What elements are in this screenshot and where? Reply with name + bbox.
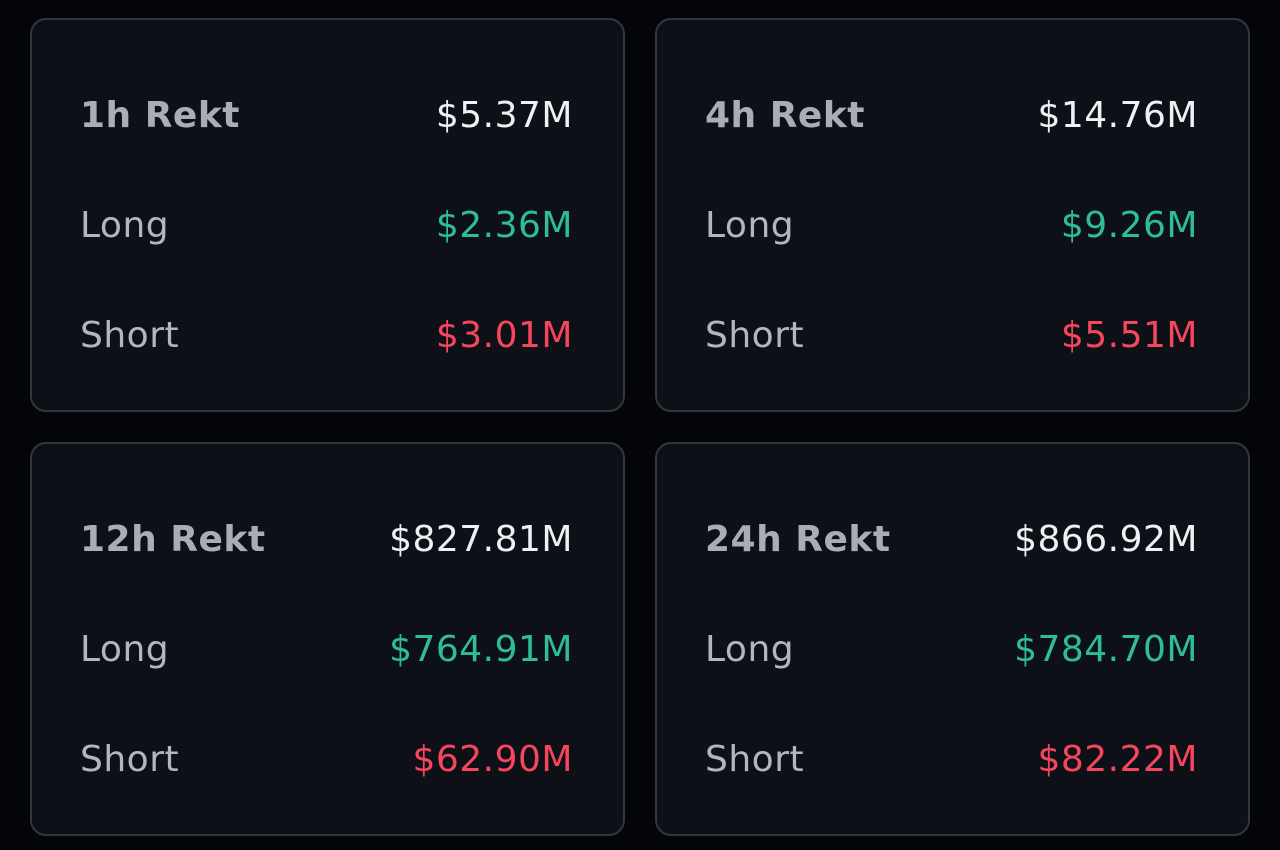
card-header: 12h Rekt $827.81M <box>80 514 573 564</box>
long-value: $784.70M <box>1014 628 1198 670</box>
rekt-card-1h: 1h Rekt $5.37M Long $2.36M Short $3.01M <box>30 18 625 412</box>
long-row: Long $9.26M <box>705 200 1198 250</box>
total-value: $827.81M <box>389 518 573 560</box>
short-row: Short $5.51M <box>705 310 1198 360</box>
short-label: Short <box>705 314 805 356</box>
card-header: 4h Rekt $14.76M <box>705 90 1198 140</box>
short-value: $3.01M <box>435 314 573 356</box>
short-row: Short $3.01M <box>80 310 573 360</box>
long-label: Long <box>80 204 170 246</box>
short-value: $5.51M <box>1060 314 1198 356</box>
long-row: Long $2.36M <box>80 200 573 250</box>
card-title: 24h Rekt <box>705 518 891 560</box>
short-label: Short <box>80 738 180 780</box>
card-title: 12h Rekt <box>80 518 266 560</box>
card-title: 4h Rekt <box>705 94 865 136</box>
short-value: $82.22M <box>1037 738 1198 780</box>
long-row: Long $764.91M <box>80 624 573 674</box>
short-row: Short $82.22M <box>705 734 1198 784</box>
long-value: $764.91M <box>389 628 573 670</box>
rekt-card-24h: 24h Rekt $866.92M Long $784.70M Short $8… <box>655 442 1250 836</box>
total-value: $866.92M <box>1014 518 1198 560</box>
short-row: Short $62.90M <box>80 734 573 784</box>
short-value: $62.90M <box>412 738 573 780</box>
card-header: 1h Rekt $5.37M <box>80 90 573 140</box>
long-row: Long $784.70M <box>705 624 1198 674</box>
total-value: $5.37M <box>435 94 573 136</box>
long-value: $9.26M <box>1060 204 1198 246</box>
card-header: 24h Rekt $866.92M <box>705 514 1198 564</box>
short-label: Short <box>80 314 180 356</box>
short-label: Short <box>705 738 805 780</box>
card-title: 1h Rekt <box>80 94 240 136</box>
long-label: Long <box>80 628 170 670</box>
long-value: $2.36M <box>435 204 573 246</box>
long-label: Long <box>705 204 795 246</box>
long-label: Long <box>705 628 795 670</box>
rekt-card-4h: 4h Rekt $14.76M Long $9.26M Short $5.51M <box>655 18 1250 412</box>
total-value: $14.76M <box>1037 94 1198 136</box>
rekt-card-12h: 12h Rekt $827.81M Long $764.91M Short $6… <box>30 442 625 836</box>
